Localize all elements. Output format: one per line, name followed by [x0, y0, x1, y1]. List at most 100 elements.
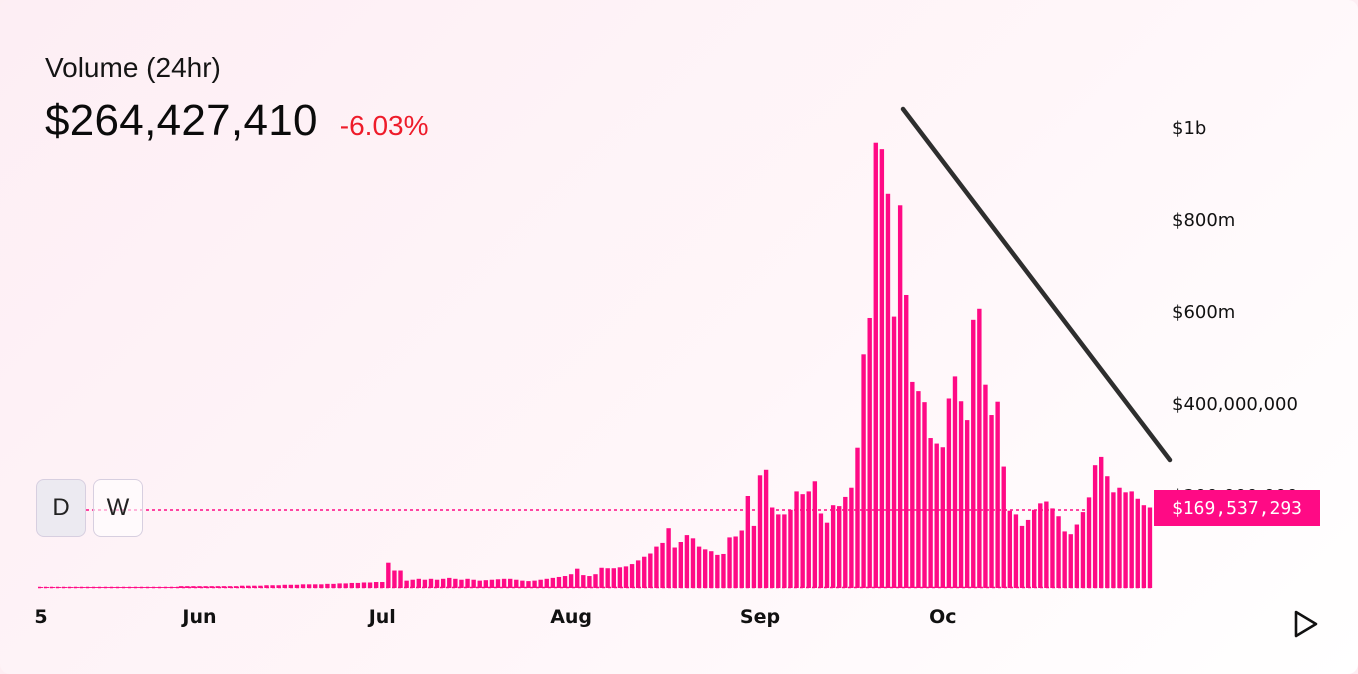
change-percent: -6.03%	[339, 110, 429, 141]
bar	[977, 308, 982, 588]
bar	[904, 294, 909, 588]
bar	[934, 443, 939, 588]
bar	[178, 586, 184, 588]
bar	[483, 580, 489, 588]
bar	[416, 578, 421, 588]
bar	[623, 566, 629, 588]
bar	[782, 514, 787, 588]
bar	[672, 547, 677, 588]
bar	[1111, 492, 1116, 588]
bar	[1135, 498, 1140, 588]
bar	[489, 579, 495, 588]
bar	[1025, 519, 1031, 588]
bar	[87, 587, 92, 588]
bar	[294, 584, 300, 588]
bar	[1019, 525, 1025, 588]
bar	[526, 581, 531, 588]
bar	[745, 496, 751, 588]
bar	[532, 580, 537, 588]
bar	[38, 587, 44, 588]
bar	[629, 564, 635, 588]
bar	[873, 142, 878, 588]
bar	[635, 560, 641, 588]
bar	[879, 149, 885, 588]
bar	[215, 586, 220, 588]
bar	[605, 568, 610, 588]
bar	[562, 576, 568, 588]
bar	[1099, 456, 1104, 588]
x-tick-label: 5	[34, 606, 47, 628]
bar	[830, 505, 836, 588]
bar	[520, 580, 525, 588]
bar	[386, 562, 391, 588]
bar	[1147, 507, 1153, 588]
bar	[891, 316, 897, 588]
bar	[51, 587, 56, 588]
bar	[1123, 492, 1128, 588]
bar	[843, 496, 848, 588]
bar	[885, 193, 891, 588]
bar	[538, 579, 543, 588]
bar	[434, 579, 440, 588]
bar	[770, 507, 775, 588]
interval-day-button[interactable]: D	[36, 479, 86, 537]
bar	[660, 542, 665, 588]
bar	[739, 530, 744, 588]
bar	[440, 578, 446, 588]
bar	[197, 586, 202, 588]
bar	[57, 587, 62, 588]
chart-title: Volume (24hr)	[45, 52, 221, 83]
bar	[459, 579, 464, 588]
bar	[575, 568, 580, 588]
bar	[1086, 497, 1092, 588]
bar	[124, 587, 129, 588]
bar	[690, 538, 696, 588]
bar	[44, 587, 50, 588]
bar	[63, 587, 68, 588]
bar	[99, 587, 105, 588]
bar	[709, 551, 714, 588]
bar	[1044, 501, 1049, 588]
bar	[556, 576, 562, 588]
bar	[136, 587, 141, 588]
bar	[209, 586, 214, 588]
bar	[550, 577, 556, 588]
bar	[989, 415, 994, 588]
bar	[952, 376, 958, 588]
bar	[69, 587, 74, 588]
bar	[233, 586, 239, 588]
bar	[1007, 510, 1013, 588]
bar	[337, 583, 342, 588]
bar	[447, 577, 452, 588]
bar	[861, 354, 866, 588]
bar	[258, 585, 263, 588]
bar	[922, 402, 927, 588]
bar	[1105, 476, 1110, 588]
bar	[325, 583, 330, 588]
bar	[751, 525, 757, 588]
bar	[93, 587, 99, 588]
bar	[495, 579, 501, 588]
bar	[246, 585, 251, 588]
bar	[642, 556, 647, 588]
bar	[916, 391, 921, 588]
bar	[404, 580, 409, 588]
bar	[727, 537, 732, 588]
bar	[361, 582, 367, 588]
bar	[239, 585, 245, 588]
bar	[1056, 516, 1061, 588]
y-tick-label: $1b	[1172, 118, 1206, 139]
bar	[465, 578, 470, 588]
bar	[800, 494, 805, 588]
bar	[148, 587, 153, 588]
bar	[313, 584, 318, 588]
bar	[252, 585, 257, 588]
x-tick-label: Aug	[550, 606, 592, 628]
play-icon[interactable]	[1290, 608, 1320, 640]
x-tick-label: Jul	[367, 606, 396, 628]
interval-week-button[interactable]: W	[93, 479, 143, 537]
bar	[1001, 466, 1006, 588]
bar	[1032, 509, 1037, 588]
bar	[501, 578, 507, 588]
